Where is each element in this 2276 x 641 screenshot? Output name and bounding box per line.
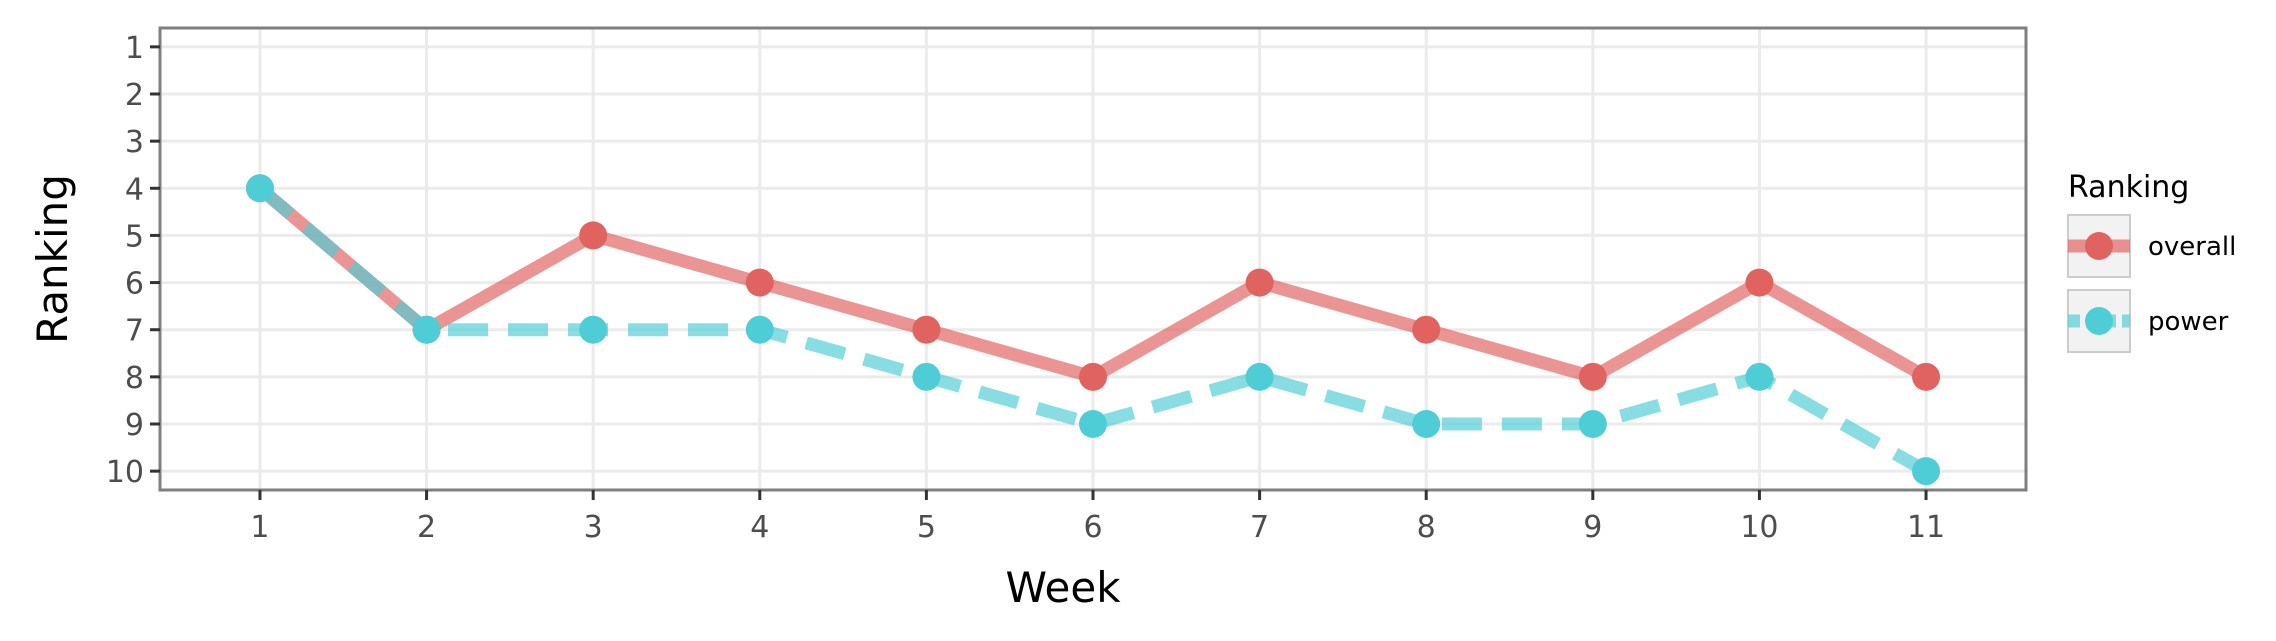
- grid-lines: [160, 28, 2026, 490]
- data-point-power: [245, 174, 274, 203]
- legend: Ranking overall power: [2067, 170, 2236, 353]
- x-tick-label: 1: [250, 510, 269, 545]
- x-axis-title: Week: [1005, 563, 1121, 612]
- y-tick-label: 1: [125, 31, 144, 66]
- data-point-power: [579, 315, 608, 344]
- data-point-overall: [1412, 315, 1441, 344]
- y-tick-label: 4: [125, 172, 144, 207]
- x-tick-label: 9: [1583, 510, 1602, 545]
- data-point-overall: [1079, 362, 1107, 391]
- data-point-power: [745, 315, 774, 344]
- x-tick-label: 3: [584, 510, 603, 545]
- data-point-power: [1745, 362, 1774, 391]
- data-point-power: [1079, 410, 1107, 438]
- y-tick-label: 10: [106, 455, 144, 490]
- legend-title: Ranking: [2068, 170, 2189, 205]
- y-tick-label: 9: [125, 408, 144, 443]
- x-tick-label: 10: [1740, 510, 1778, 545]
- axis-ticks: [150, 45, 1928, 500]
- data-point-power: [1245, 362, 1274, 391]
- y-axis-title: Ranking: [28, 174, 77, 344]
- data-point-overall: [1578, 362, 1607, 391]
- data-point-power: [1578, 410, 1607, 438]
- y-tick-label: 6: [125, 267, 144, 302]
- data-point-overall: [1745, 268, 1774, 297]
- legend-key-marker: [2085, 232, 2113, 260]
- data-point-power: [1412, 410, 1441, 438]
- data-point-power: [412, 315, 441, 344]
- data-point-overall: [745, 268, 774, 297]
- y-tick-label: 8: [125, 361, 144, 396]
- legend-key-marker: [2085, 307, 2113, 335]
- series-points: [245, 174, 1941, 486]
- y-tick-label: 7: [125, 314, 144, 349]
- x-tick-label: 6: [1083, 510, 1102, 545]
- data-point-power: [912, 362, 941, 391]
- data-point-power: [1912, 457, 1941, 486]
- x-tick-label: 7: [1250, 510, 1269, 545]
- x-tick-label: 5: [917, 510, 936, 545]
- data-point-overall: [912, 315, 941, 344]
- y-tick-label: 5: [125, 219, 144, 254]
- y-tick-label: 2: [125, 78, 144, 113]
- x-tick-label: 2: [417, 510, 436, 545]
- series-line-power: [255, 183, 1930, 477]
- data-point-overall: [579, 221, 608, 250]
- data-point-overall: [1245, 268, 1274, 297]
- legend-label-power: power: [2148, 307, 2229, 337]
- data-point-overall: [1912, 362, 1941, 391]
- y-tick-label: 3: [125, 125, 144, 160]
- x-tick-label: 4: [750, 510, 769, 545]
- x-tick-label: 11: [1907, 510, 1945, 545]
- legend-label-overall: overall: [2148, 232, 2236, 262]
- x-tick-label: 8: [1417, 510, 1436, 545]
